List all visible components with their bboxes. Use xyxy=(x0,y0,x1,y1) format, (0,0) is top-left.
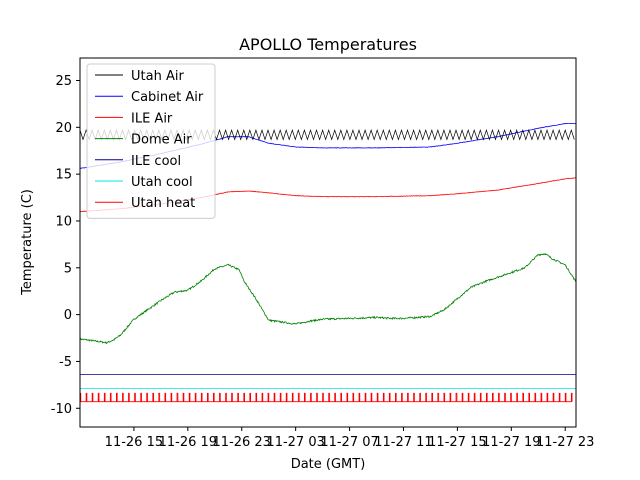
series-line-dome-air xyxy=(80,253,576,345)
legend-label-cabinet-air: Cabinet Air xyxy=(131,90,204,105)
x-tick-label: 11-27 23 xyxy=(536,435,594,450)
legend-label-utah-air: Utah Air xyxy=(131,69,184,84)
x-tick-label: 11-26 15 xyxy=(105,435,163,450)
legend-label-ile-cool: ILE cool xyxy=(131,154,181,169)
legend-label-utah-cool: Utah cool xyxy=(131,175,193,190)
y-tick-label: 5 xyxy=(64,261,72,276)
x-tick-label: 11-26 19 xyxy=(159,435,217,450)
y-tick-label: 20 xyxy=(55,121,72,136)
series-layer xyxy=(80,122,576,403)
y-tick-label: -10 xyxy=(51,402,72,417)
legend-box xyxy=(86,63,216,219)
y-tick-label: 25 xyxy=(55,74,72,89)
plot-frame xyxy=(79,57,577,428)
legend-label-utah-heat: Utah heat xyxy=(131,196,195,211)
y-tick-label: -5 xyxy=(59,355,72,370)
legend: Utah Air Cabinet Air ILE Air Dome Air ILE co… xyxy=(86,63,216,219)
x-tick-label: 11-27 15 xyxy=(428,435,486,450)
x-tick-label: 11-27 19 xyxy=(482,435,540,450)
chart-title: APOLLO Temperatures xyxy=(239,35,417,54)
x-tick-label: 11-26 23 xyxy=(213,435,271,450)
legend-label-ile-air: ILE Air xyxy=(131,111,173,126)
x-axis-title: Date (GMT) xyxy=(291,457,366,472)
x-tick-label: 11-27 07 xyxy=(320,435,378,450)
y-axis-title: Temperature (C) xyxy=(20,189,35,296)
legend-label-dome-air: Dome Air xyxy=(131,133,192,148)
y-tick-label: 10 xyxy=(55,214,72,229)
y-tick-label: 15 xyxy=(55,168,72,183)
x-tick-label: 11-27 03 xyxy=(266,435,324,450)
x-tick-label: 11-27 11 xyxy=(374,435,432,450)
series-line-utah-heat xyxy=(80,392,573,403)
y-tick-label: 0 xyxy=(64,308,72,323)
